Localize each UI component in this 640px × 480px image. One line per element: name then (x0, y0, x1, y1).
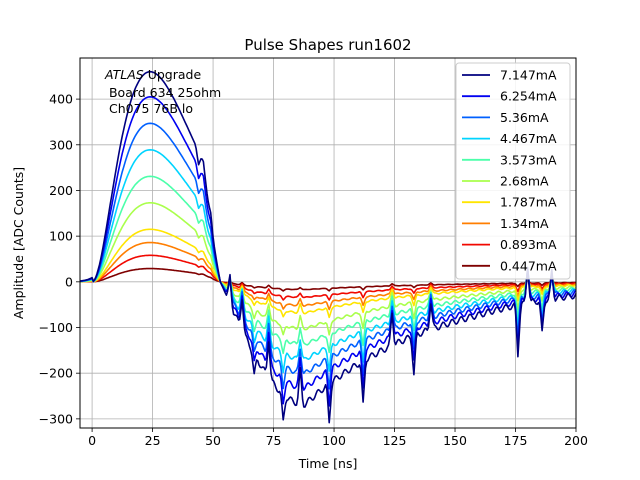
annotation-atlas: ATLAS (104, 67, 144, 82)
y-tick-label-200: 200 (49, 183, 73, 198)
legend-label-4.467mA: 4.467mA (500, 131, 557, 146)
x-tick-label-100: 100 (322, 433, 346, 448)
series-line-5.36mA (79, 122, 577, 390)
annotation-line-2: Board 634 25ohm (105, 85, 221, 100)
x-tick-label-75: 75 (266, 433, 282, 448)
y-axis-label: Amplitude [ADC Counts] (11, 167, 26, 319)
legend-label-7.147mA: 7.147mA (500, 68, 557, 83)
y-tick-label--200: −200 (39, 366, 73, 381)
x-tick-label-150: 150 (443, 433, 467, 448)
series-line-2.68mA (80, 202, 577, 336)
annotation-line-1: ATLAS Upgrade (104, 67, 201, 82)
y-tick-label-300: 300 (49, 137, 73, 152)
chart-title: Pulse Shapes run1602 (244, 36, 411, 54)
series-line-4.467mA (79, 149, 577, 374)
series-line-6.254mA (79, 96, 577, 407)
y-tick-label-0: 0 (65, 274, 73, 289)
legend: 7.147mA 6.254mA 5.36mA 4.467mA 3.573mA 2.68mA… (455, 62, 571, 280)
atlas-annotation: ATLAS Upgrade Board 634 25ohm Ch075 76B … (104, 67, 221, 116)
legend-label-5.36mA: 5.36mA (500, 110, 549, 125)
legend-label-1.34mA: 1.34mA (500, 216, 549, 231)
series-line-1.34mA (80, 241, 577, 311)
axis-ticks: 0 25 50 75 100 125 150 175 200 −300 −200 −100 0 100 20… (39, 92, 588, 448)
x-tick-label-175: 175 (504, 433, 528, 448)
series-lines (79, 70, 577, 424)
legend-label-0.447mA: 0.447mA (500, 258, 557, 273)
series-line-0.447mA (80, 267, 577, 292)
annotation-line-3: Ch075 76B lo (105, 101, 193, 116)
x-tick-label-25: 25 (145, 433, 161, 448)
x-tick-label-0: 0 (88, 433, 96, 448)
y-tick-label--100: −100 (39, 320, 73, 335)
legend-label-3.573mA: 3.573mA (500, 152, 557, 167)
annotation-upgrade: Upgrade (144, 67, 202, 82)
legend-label-1.787mA: 1.787mA (500, 195, 557, 210)
x-tick-label-125: 125 (383, 433, 407, 448)
series-line-3.573mA (80, 175, 577, 355)
legend-label-6.254mA: 6.254mA (500, 89, 557, 104)
series-line-7.147mA (79, 70, 577, 424)
legend-label-2.68mA: 2.68mA (500, 174, 549, 189)
x-tick-label-200: 200 (564, 433, 588, 448)
plot-frame (79, 57, 577, 429)
legend-label-0.893mA: 0.893mA (500, 237, 557, 252)
x-axis-label: Time [ns] (298, 456, 358, 471)
y-tick-label-100: 100 (49, 229, 73, 244)
series-line-1.787mA (80, 228, 577, 319)
y-tick-label--300: −300 (39, 411, 73, 426)
series-line-0.893mA (80, 254, 577, 301)
x-tick-label-50: 50 (205, 433, 221, 448)
y-tick-label-400: 400 (49, 92, 73, 107)
